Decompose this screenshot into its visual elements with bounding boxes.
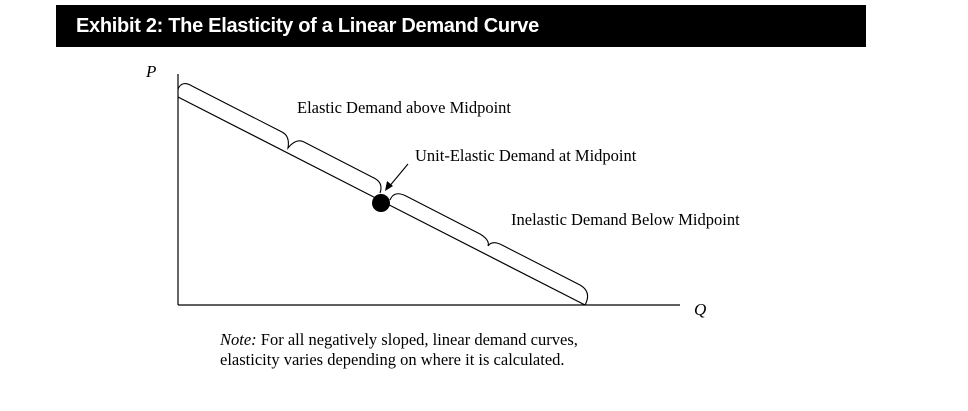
midpoint-marker — [372, 194, 390, 212]
inelastic-label: Inelastic Demand Below Midpoint — [511, 210, 740, 229]
exhibit-title-bar: Exhibit 2: The Elasticity of a Linear De… — [56, 5, 866, 47]
midpoint-arrow-head — [385, 181, 393, 191]
midpoint-arrow-shaft — [387, 163, 409, 189]
note-line-2: elasticity varies depending on where it … — [220, 350, 740, 370]
elastic-label: Elastic Demand above Midpoint — [297, 98, 511, 117]
note-block: Note: For all negatively sloped, linear … — [220, 330, 740, 370]
note-text-2: elasticity varies depending on where it … — [220, 350, 565, 369]
note-lead: Note: — [220, 330, 257, 349]
unit-elastic-label: Unit-Elastic Demand at Midpoint — [415, 146, 637, 165]
note-line-1: Note: For all negatively sloped, linear … — [220, 330, 740, 350]
y-axis-label: P — [145, 62, 156, 81]
inelastic-section-brace — [389, 193, 589, 306]
elastic-section-brace — [177, 83, 382, 194]
exhibit-title: Exhibit 2: The Elasticity of a Linear De… — [76, 14, 539, 37]
x-axis-label: Q — [694, 300, 706, 319]
note-text-1: For all negatively sloped, linear demand… — [260, 330, 578, 349]
